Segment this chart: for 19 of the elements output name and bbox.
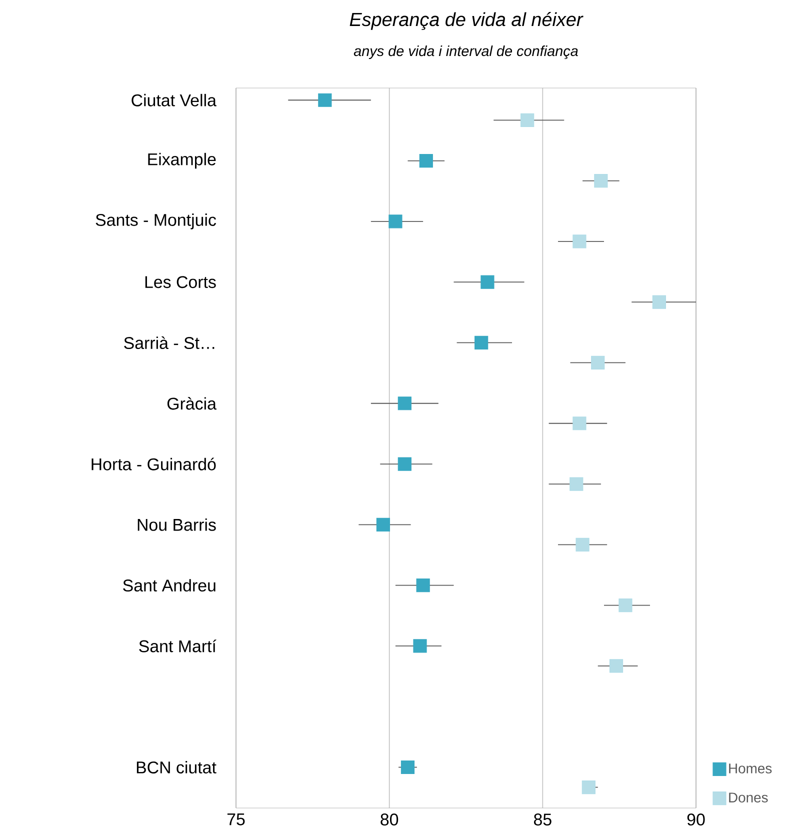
legend-label: Dones [729,792,768,802]
y-tick-label: Sants - Montjuic [96,214,216,230]
legend-label: Homes [729,764,772,774]
chart-title: Esperança de vida al néixer [350,12,584,30]
x-tick-label: 80 [380,814,398,826]
y-tick-label: Ciutat Vella [132,94,216,106]
y-tick-label: BCN ciutat [136,761,216,774]
chart-subtitle: anys de vida i interval de confiança [354,46,578,59]
x-tick-label: 85 [534,814,552,826]
y-tick-label: Les Corts [145,276,216,288]
x-tick-label: 90 [687,814,705,826]
y-tick-label: Nou Barris [138,518,216,531]
y-tick-label: Horta - Guinardó [92,458,216,470]
x-tick-label: 75 [227,814,245,826]
y-tick-label: Eixample [148,152,216,169]
y-tick-label: Gràcia [167,397,216,410]
y-tick-label: Sant Martí [139,640,216,652]
y-tick-label: Sarrià - St… [124,336,214,350]
y-tick-label: Sant Andreu [123,579,216,592]
